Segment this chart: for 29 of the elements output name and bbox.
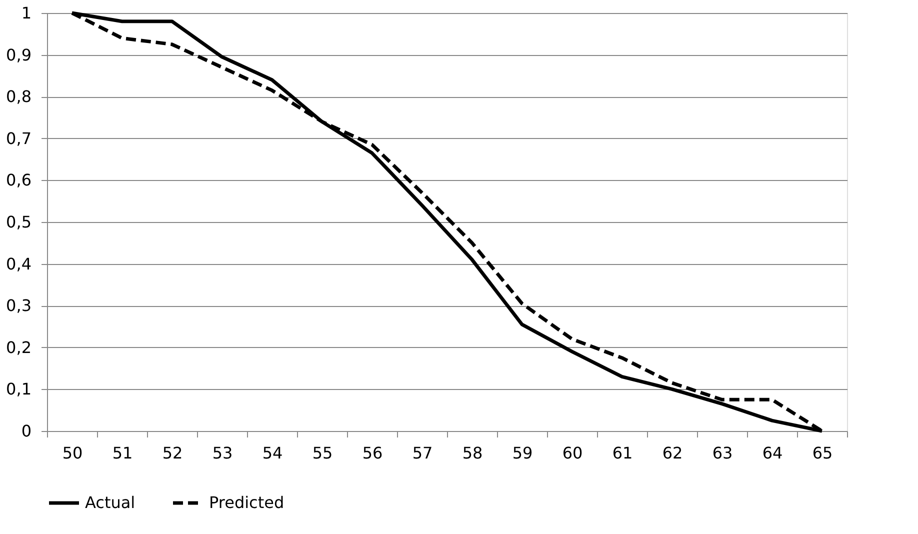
x-tick-label: 63	[712, 444, 733, 462]
x-tick-label: 56	[362, 444, 383, 462]
x-tick-label: 61	[612, 444, 633, 462]
legend-label: Predicted	[209, 493, 284, 512]
x-tick-label: 55	[312, 444, 333, 462]
y-tick-label: 0,9	[6, 45, 32, 64]
y-tick-label: 0,4	[6, 254, 32, 274]
x-tick-label: 62	[662, 444, 683, 462]
y-tick-label: 0,7	[6, 128, 32, 148]
x-tick-label: 53	[212, 444, 233, 462]
y-tick-label: 0,1	[6, 380, 32, 399]
x-tick-label: 65	[812, 444, 833, 462]
x-tick-label: 51	[112, 444, 133, 462]
y-tick-label: 0,3	[6, 296, 32, 316]
x-tick-label: 58	[462, 444, 483, 462]
x-tick-label: 59	[512, 444, 533, 462]
x-tick-label: 50	[62, 444, 83, 462]
legend-label: Actual	[85, 493, 136, 512]
y-tick-label: 0,6	[6, 170, 32, 190]
x-tick-label: 52	[162, 444, 183, 462]
x-tick-label: 54	[262, 444, 283, 462]
y-tick-label: 0,5	[6, 212, 32, 232]
x-tick-label: 60	[562, 444, 583, 462]
y-tick-label: 1	[21, 4, 32, 22]
x-tick-label: 64	[762, 444, 783, 462]
y-tick-label: 0,2	[6, 338, 32, 357]
y-tick-label: 0	[21, 422, 32, 440]
x-tick-label: 57	[412, 444, 433, 462]
y-tick-label: 0,8	[6, 87, 32, 106]
